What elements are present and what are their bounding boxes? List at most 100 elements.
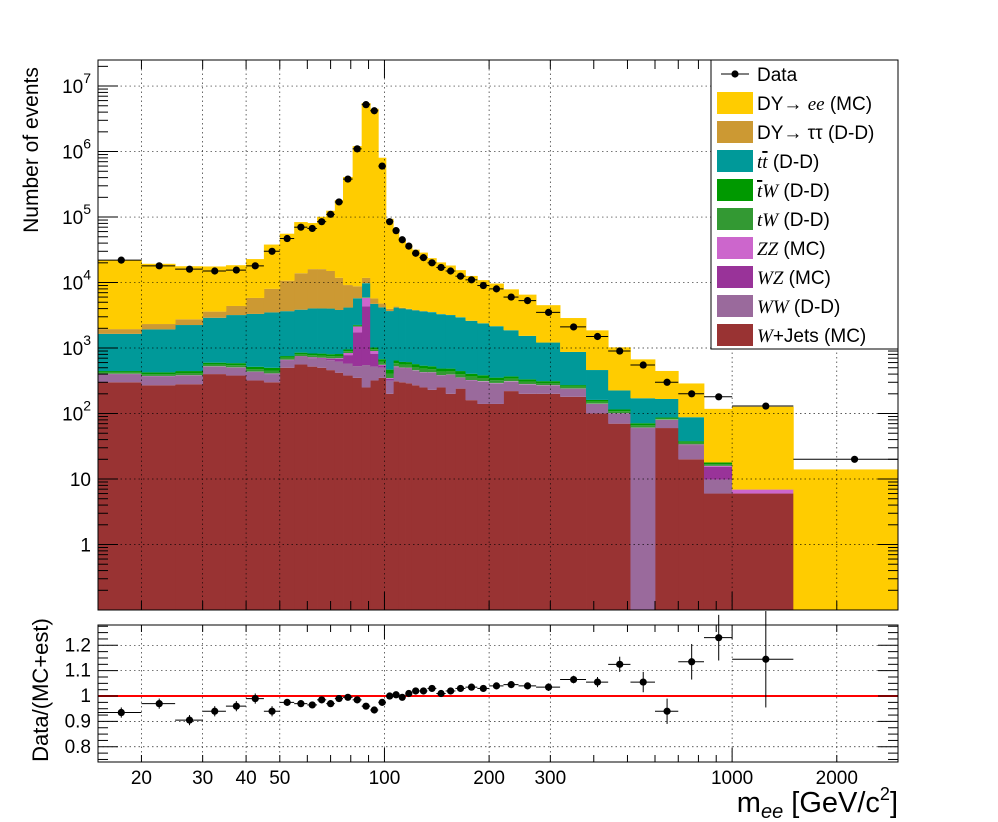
data-point	[419, 254, 428, 262]
bar	[560, 396, 587, 610]
bar	[225, 365, 247, 368]
bar	[326, 360, 336, 371]
bar	[263, 370, 281, 374]
legend-swatch	[717, 237, 753, 259]
bar	[536, 342, 561, 382]
ratio-y-axis-title: Data/(MC+est)	[28, 618, 53, 762]
bar	[326, 359, 336, 361]
bar	[175, 375, 204, 385]
bar	[445, 371, 456, 375]
ratio-point	[308, 701, 316, 709]
bar	[654, 418, 679, 420]
bar	[246, 297, 265, 314]
data-point	[378, 162, 386, 170]
ratio-point	[283, 698, 291, 706]
bar	[202, 362, 227, 365]
data-point	[479, 281, 487, 290]
data-point	[344, 175, 352, 183]
data-point	[663, 378, 671, 386]
ratio-point	[344, 693, 352, 701]
bar	[518, 335, 537, 380]
bar	[246, 380, 265, 610]
bar	[489, 403, 504, 610]
bar	[317, 355, 327, 358]
data-point	[318, 218, 326, 226]
bar	[411, 385, 420, 610]
x-tick-label: 2000	[816, 768, 858, 789]
legend-swatch	[717, 324, 753, 346]
bar	[246, 369, 265, 372]
bar	[732, 489, 794, 494]
ratio-frame	[97, 624, 899, 763]
ratio-point	[353, 696, 361, 704]
bar	[294, 273, 308, 310]
bar	[445, 368, 456, 372]
bar	[427, 312, 437, 367]
bar	[489, 326, 504, 378]
bar	[427, 389, 437, 610]
bar	[703, 462, 733, 465]
ratio-point	[386, 692, 394, 700]
ratio-point	[507, 681, 515, 689]
legend-label: DY→ ee (MC)	[757, 94, 872, 115]
bar	[378, 303, 387, 308]
bar	[334, 358, 344, 360]
bar	[370, 347, 379, 350]
bar	[263, 288, 281, 313]
bar	[334, 359, 344, 362]
bar	[455, 317, 466, 372]
bar	[393, 360, 400, 364]
bar	[489, 377, 504, 381]
bar	[436, 387, 447, 610]
bar	[398, 308, 406, 362]
bar	[334, 200, 344, 278]
data-points	[98, 101, 898, 463]
bar	[393, 366, 400, 368]
legend-swatch	[717, 121, 753, 143]
bar	[294, 364, 308, 610]
bar	[370, 366, 379, 381]
bar	[343, 355, 354, 364]
bar	[678, 383, 705, 418]
data-point	[688, 390, 696, 398]
bar	[732, 493, 794, 610]
bar	[385, 380, 394, 394]
ratio-points	[98, 611, 794, 726]
bar	[427, 366, 437, 370]
bar	[307, 357, 318, 359]
ratio-point	[447, 687, 455, 695]
ratio-point	[268, 707, 276, 715]
bar	[343, 375, 354, 610]
bar	[361, 387, 371, 610]
series-0	[98, 364, 794, 610]
bar	[465, 275, 478, 321]
bar	[202, 366, 227, 375]
bar	[307, 308, 318, 354]
data-point	[412, 249, 420, 257]
ratio-point	[456, 684, 465, 693]
bar	[352, 286, 363, 299]
bar	[503, 289, 519, 331]
y-tick-label: 106	[62, 136, 91, 164]
ratio-panel: 0.8 0.9 1 1.1 1.2 20 30 40 50 100 200 300 1000 2000	[65, 611, 899, 789]
ratio-point	[479, 684, 487, 693]
y-tick-label: 102	[62, 398, 91, 426]
legend-label: W+Jets (MC)	[757, 326, 866, 347]
bar	[393, 367, 400, 382]
ratio-y-tick-label: 0.9	[65, 711, 91, 732]
ratio-y-tick-label: 1.1	[65, 661, 91, 682]
bar	[398, 361, 406, 365]
bar	[378, 377, 387, 610]
bar	[378, 365, 387, 368]
bar	[370, 298, 379, 304]
bar	[536, 381, 561, 384]
bar	[378, 364, 387, 366]
data-point	[570, 323, 578, 331]
bar	[307, 223, 318, 270]
ratio-point	[398, 693, 406, 701]
ratio-point	[593, 678, 602, 686]
bar	[334, 309, 344, 355]
ratio-point	[378, 698, 386, 706]
bar	[536, 385, 561, 394]
bar	[361, 306, 371, 366]
